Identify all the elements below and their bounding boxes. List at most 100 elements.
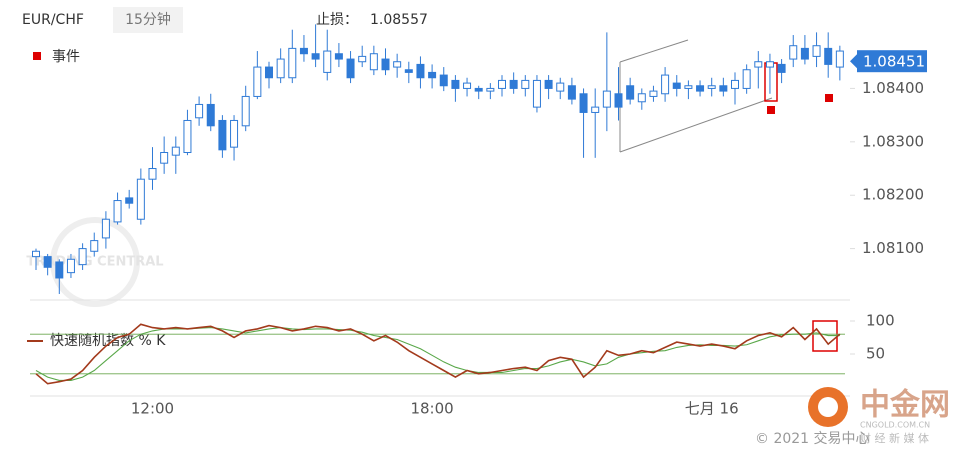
- x-tick-label: 七月 16: [685, 400, 739, 418]
- candle-body: [707, 85, 716, 89]
- candle-body: [812, 45, 821, 57]
- channel-line: [619, 97, 773, 153]
- candle-body: [311, 53, 320, 60]
- candle-body: [55, 261, 64, 279]
- candle-body: [626, 85, 635, 100]
- candle-body: [556, 82, 565, 92]
- candle-body: [521, 79, 530, 89]
- candle-body: [696, 85, 705, 92]
- logo-site: CNGOLD.COM.CN: [860, 421, 930, 430]
- candle-body: [195, 103, 204, 119]
- candle-body: [498, 79, 506, 89]
- candle-body: [649, 90, 658, 97]
- event-legend-marker: [33, 52, 41, 60]
- timeframe-box: [113, 7, 183, 33]
- y-tick-label: 100: [866, 312, 895, 330]
- candle-body: [265, 66, 273, 79]
- candle-body: [78, 248, 87, 266]
- stop-loss-label: 止损：: [316, 12, 358, 28]
- candle-body: [824, 47, 833, 65]
- candle-body: [148, 168, 157, 180]
- event-marker: [825, 94, 833, 102]
- symbol: EUR/CHF: [22, 12, 84, 28]
- candle-body: [404, 69, 413, 73]
- candle-body: [474, 87, 483, 92]
- candle-body: [90, 240, 99, 252]
- candle-body: [43, 256, 52, 268]
- timeframe: 15分钟: [125, 11, 171, 28]
- candle-body: [101, 218, 110, 239]
- copyright: © 2021 交易中心: [755, 430, 870, 447]
- y-tick-label: 1.08100: [862, 239, 924, 257]
- candle-body: [661, 74, 670, 95]
- candle-body: [800, 47, 809, 60]
- candle-body: [346, 58, 355, 79]
- x-tick-label: 12:00: [131, 400, 174, 418]
- legend-entry: 快速随机指数 % K: [50, 333, 166, 349]
- candle-body: [230, 119, 239, 148]
- channel-line: [619, 39, 689, 63]
- candle-body: [323, 50, 332, 73]
- candle-body: [591, 106, 600, 113]
- event-marker: [767, 106, 775, 114]
- candle-body: [416, 63, 425, 79]
- y-tick-label: 1.08400: [862, 79, 924, 97]
- candle-body: [136, 178, 145, 220]
- candle-body: [288, 47, 297, 79]
- candle-body: [719, 85, 728, 92]
- candle-body: [614, 93, 623, 108]
- candle-body: [544, 79, 553, 89]
- candle-body: [672, 82, 681, 89]
- candle-body: [218, 119, 227, 151]
- candle-body: [241, 95, 250, 127]
- candle-body: [299, 47, 308, 55]
- watermark-ring: [50, 217, 140, 307]
- candle-body: [567, 85, 576, 100]
- candle-body: [789, 45, 798, 60]
- candle-body: [113, 200, 122, 223]
- candle-body: [32, 250, 40, 258]
- candle-body: [369, 53, 378, 71]
- candle-body: [428, 71, 437, 79]
- candle-body: [684, 85, 693, 89]
- candle-body: [160, 152, 169, 164]
- candle-body: [835, 50, 844, 68]
- candle-body: [602, 90, 611, 108]
- candle-body: [765, 61, 774, 68]
- event-legend: 事件: [52, 49, 80, 65]
- candle-body: [451, 79, 460, 89]
- candle-body: [334, 53, 343, 60]
- series-line: [35, 323, 841, 385]
- last-price-pointer: [850, 54, 857, 69]
- candle-body: [754, 61, 763, 68]
- y-tick-label: 50: [866, 345, 885, 363]
- candle-body: [358, 55, 367, 63]
- candle-body: [486, 87, 495, 92]
- logo-slogan: 财 经 新 媒 体: [860, 431, 929, 445]
- candle-body: [439, 74, 448, 87]
- last-price-box: [857, 50, 927, 73]
- candle-body: [276, 58, 285, 79]
- x-tick-label: 18:00: [410, 400, 453, 418]
- candle-body: [742, 69, 751, 89]
- candle-body: [381, 58, 390, 71]
- candle-body: [509, 79, 518, 89]
- candle-body: [66, 258, 75, 274]
- y-tick-label: 1.08200: [862, 186, 924, 204]
- candle-body: [125, 197, 134, 204]
- logo-mark: [818, 397, 838, 417]
- candle-body: [463, 82, 472, 89]
- stop-loss: 1.08557: [370, 12, 428, 28]
- candle-body: [637, 93, 646, 103]
- candle-body: [393, 61, 402, 68]
- y-tick-label: 1.08300: [862, 132, 924, 150]
- candle-body: [731, 79, 739, 89]
- candle-body: [777, 63, 786, 73]
- candle-body: [253, 66, 262, 97]
- candle-body: [532, 79, 541, 108]
- logo-brand: 中金网: [860, 388, 950, 423]
- last-price-label: 1.08451: [863, 53, 925, 71]
- candle-body: [171, 146, 180, 156]
